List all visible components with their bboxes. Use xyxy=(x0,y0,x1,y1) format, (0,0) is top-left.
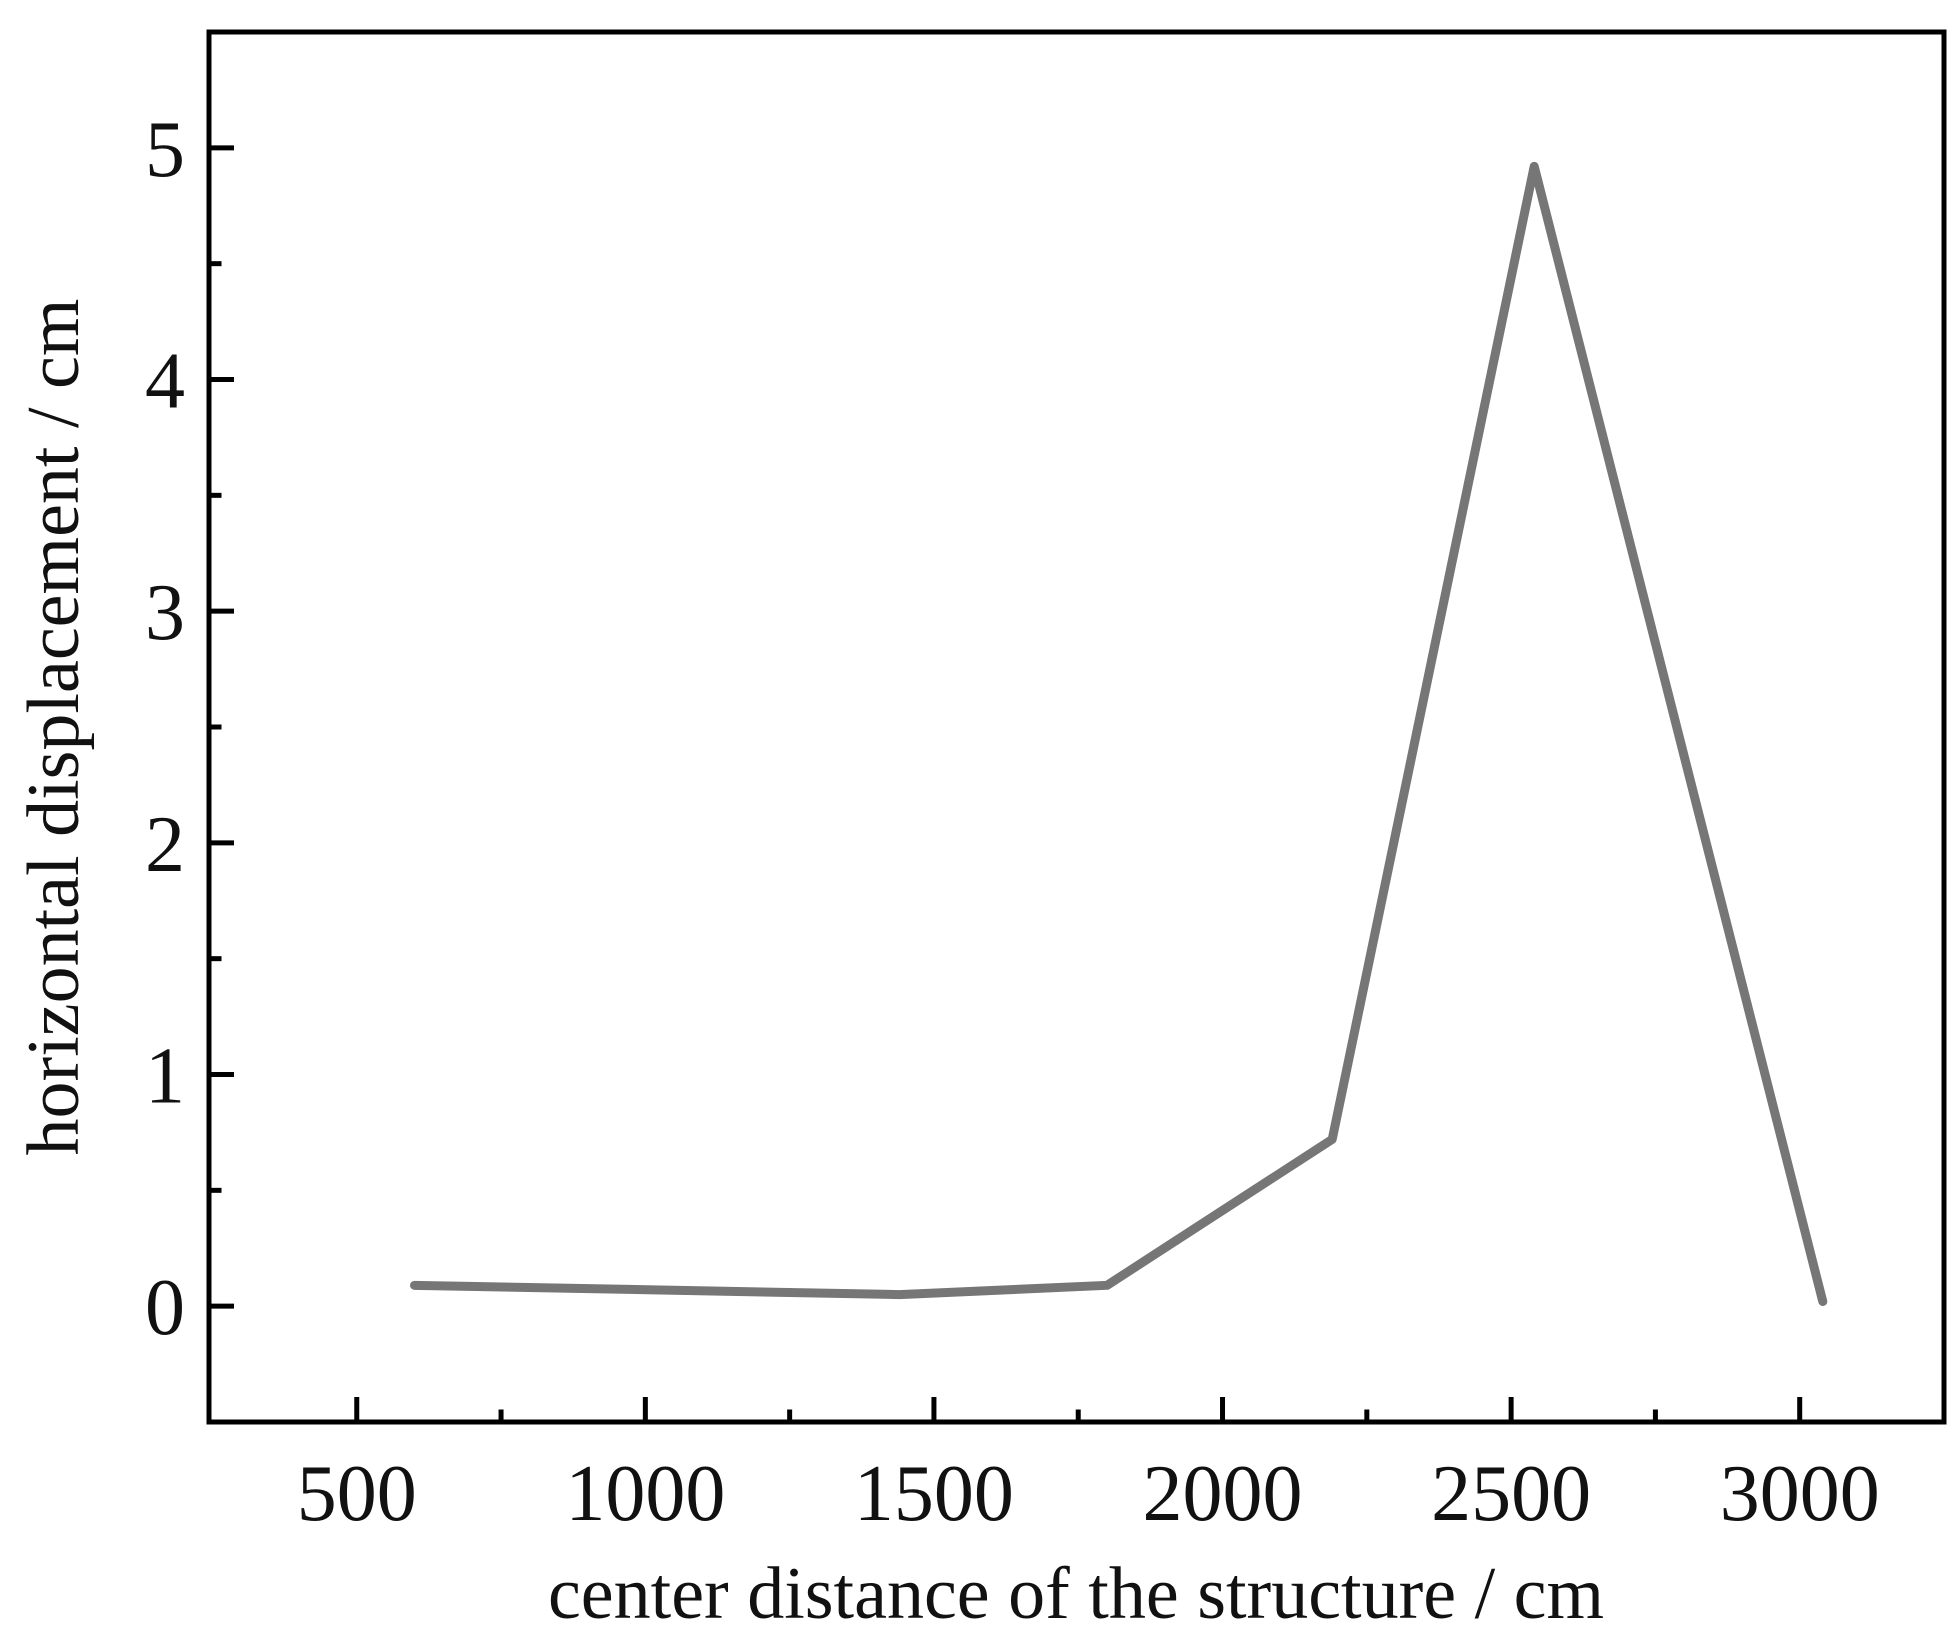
x-tick-label: 1500 xyxy=(854,1450,1014,1538)
y-tick-label: 2 xyxy=(145,801,185,889)
y-tick-label: 5 xyxy=(145,106,185,194)
x-axis-title: center distance of the structure / cm xyxy=(548,1553,1604,1635)
plot-frame xyxy=(206,29,1947,1425)
x-tick-label: 1000 xyxy=(565,1450,725,1538)
x-tick-label: 2000 xyxy=(1143,1450,1303,1538)
x-tick-label: 3000 xyxy=(1720,1450,1880,1538)
x-tick-label: 500 xyxy=(297,1450,417,1538)
y-tick-label: 3 xyxy=(145,569,185,657)
y-axis-title: horizontal displacement / cm xyxy=(13,299,95,1156)
y-tick-label: 1 xyxy=(145,1033,185,1121)
y-tick-label: 4 xyxy=(145,338,185,426)
y-tick-label: 0 xyxy=(145,1264,185,1352)
x-tick-label: 2500 xyxy=(1431,1450,1591,1538)
data-line xyxy=(409,161,1828,1307)
